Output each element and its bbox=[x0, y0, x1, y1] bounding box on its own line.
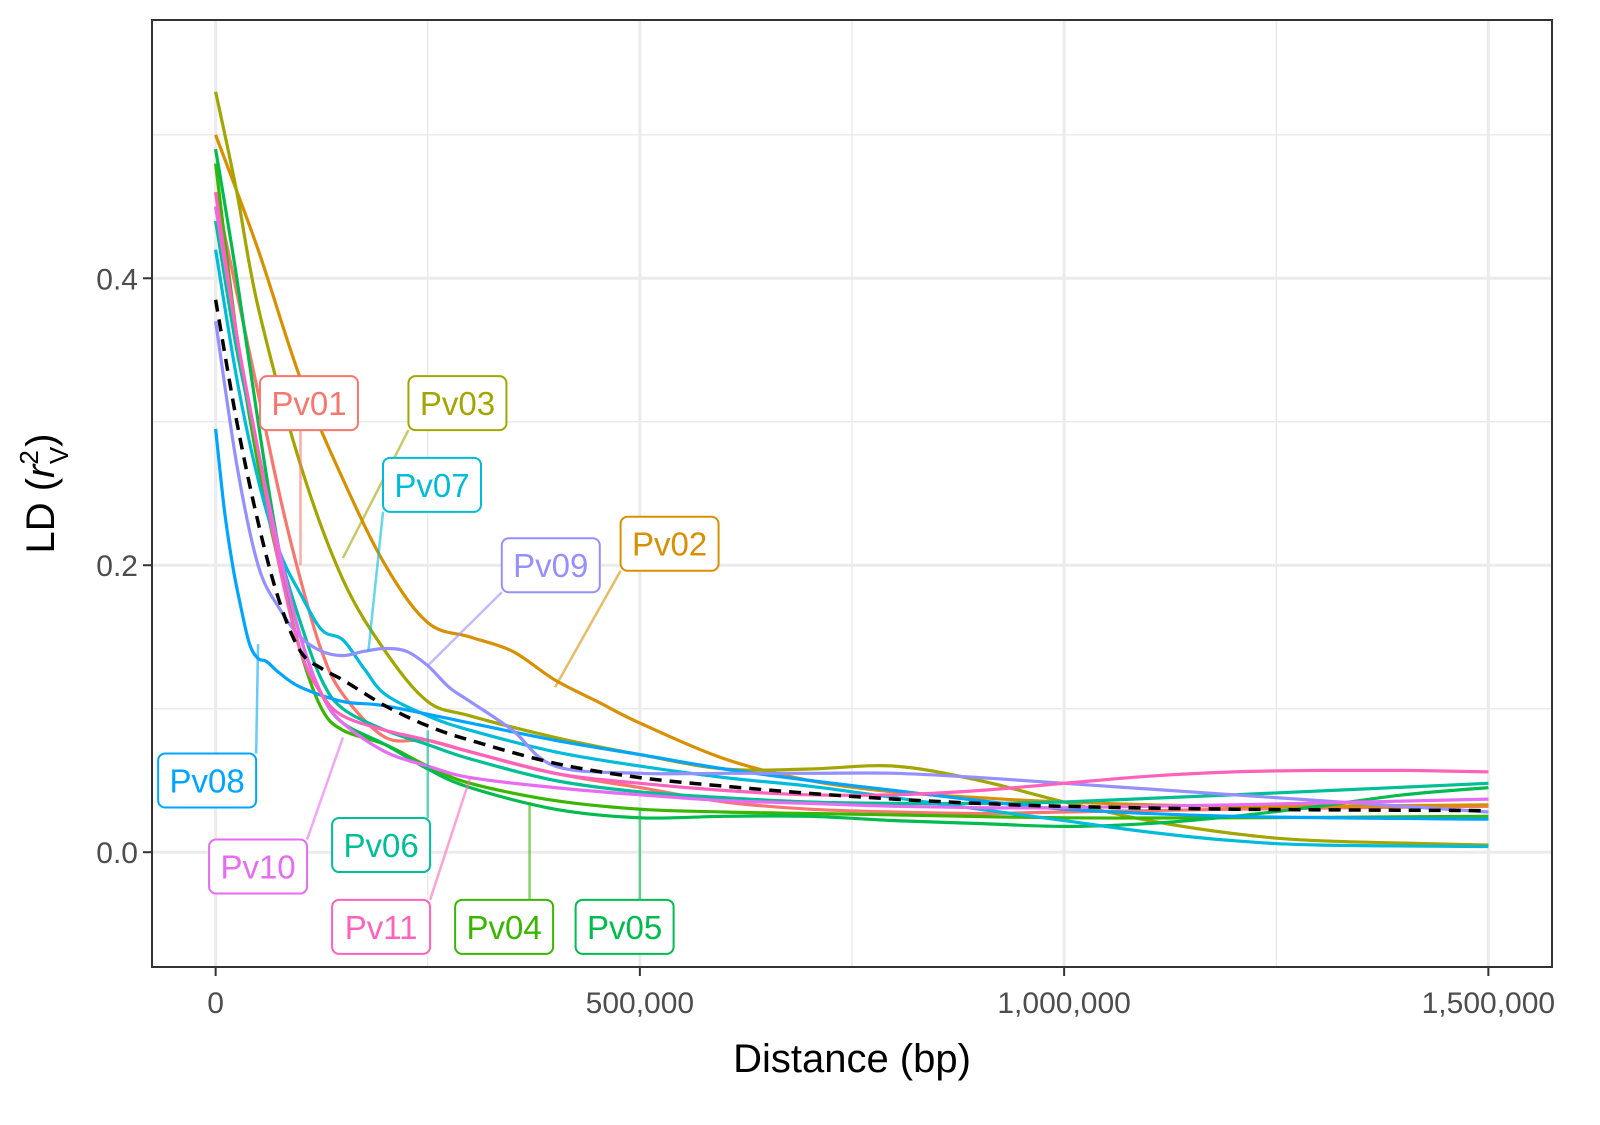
x-tick-label: 1,000,000 bbox=[997, 987, 1130, 1020]
y-axis-title-sup: 2 bbox=[14, 450, 44, 464]
series-line-pv10 bbox=[214, 206, 1489, 810]
series-labels: Pv01 Pv03 Pv07 Pv09 Pv02 Pv08 Pv10 Pv06 Pv11 Pv04… bbox=[157, 375, 720, 955]
y-axis-title-main: LD ( bbox=[19, 477, 63, 553]
leader-line-pv11 bbox=[428, 777, 472, 901]
leader-line-pv09 bbox=[426, 591, 503, 667]
x-tick-label: 0 bbox=[207, 987, 224, 1020]
series-label-pv06: Pv06 bbox=[331, 817, 432, 874]
label-box bbox=[258, 375, 359, 432]
y-axis-title: LD (r2V) bbox=[14, 433, 74, 553]
label-box bbox=[331, 817, 432, 874]
series-lines bbox=[214, 91, 1489, 849]
series-label-pv09: Pv09 bbox=[500, 537, 601, 594]
label-box bbox=[331, 898, 432, 955]
series-label-pv07: Pv07 bbox=[382, 456, 482, 513]
leader-line-pv07 bbox=[367, 511, 385, 652]
label-text: Pv06 bbox=[343, 827, 418, 864]
label-text: Pv04 bbox=[467, 909, 542, 946]
leader-line-pv08 bbox=[254, 644, 260, 754]
series-line-pv11 bbox=[214, 191, 1489, 797]
label-text: Pv03 bbox=[420, 385, 495, 422]
label-leaders bbox=[254, 429, 642, 901]
series-label-pv05: Pv05 bbox=[574, 898, 675, 955]
series-label-pv08: Pv08 bbox=[157, 752, 258, 809]
label-box bbox=[619, 515, 720, 572]
label-text: Pv11 bbox=[345, 909, 418, 946]
label-text: Pv02 bbox=[632, 526, 707, 563]
series-label-pv02: Pv02 bbox=[619, 515, 720, 572]
series-label-pv01: Pv01 bbox=[258, 375, 359, 432]
y-axis-title-close: ) bbox=[19, 433, 63, 446]
leader-line-pv10 bbox=[305, 737, 345, 840]
series-line-pv08 bbox=[214, 428, 1489, 821]
label-text: Pv05 bbox=[587, 909, 662, 946]
y-axis-title-sub: V bbox=[44, 446, 74, 464]
axis-ticks bbox=[143, 277, 1490, 976]
label-box bbox=[157, 752, 258, 809]
label-box bbox=[500, 537, 601, 594]
tick-labels: 0 500,000 1,000,000 1,500,000 0.0 0.2 0.4 bbox=[96, 263, 1555, 1020]
label-text: Pv01 bbox=[271, 385, 346, 422]
label-box bbox=[574, 898, 675, 955]
series-label-pv10: Pv10 bbox=[208, 838, 309, 895]
series-line-pv07 bbox=[214, 249, 1489, 849]
label-box bbox=[382, 456, 482, 513]
series-label-pv03: Pv03 bbox=[407, 375, 508, 432]
label-text: Pv08 bbox=[170, 762, 245, 799]
leader-line-pv02 bbox=[553, 570, 622, 688]
series-label-pv11: Pv11 bbox=[331, 898, 432, 955]
label-text: Pv09 bbox=[513, 547, 588, 584]
label-box bbox=[208, 838, 309, 895]
mean-ld-line bbox=[213, 299, 1489, 813]
y-tick-label: 0.4 bbox=[96, 263, 138, 296]
y-axis-title-r: r bbox=[19, 463, 63, 478]
y-tick-label: 0.0 bbox=[96, 837, 138, 870]
leader-line-pv03 bbox=[341, 429, 410, 559]
series-label-pv04: Pv04 bbox=[454, 898, 555, 955]
y-tick-label: 0.2 bbox=[96, 550, 138, 583]
mean-line bbox=[213, 299, 1489, 813]
x-axis-title: Distance (bp) bbox=[733, 1037, 971, 1081]
label-text: Pv07 bbox=[394, 467, 469, 504]
label-text: Pv10 bbox=[220, 849, 295, 886]
x-tick-label: 1,500,000 bbox=[1422, 987, 1555, 1020]
label-box bbox=[407, 375, 508, 432]
panel-border bbox=[151, 19, 1553, 968]
label-box bbox=[454, 898, 555, 955]
x-tick-label: 500,000 bbox=[586, 987, 694, 1020]
